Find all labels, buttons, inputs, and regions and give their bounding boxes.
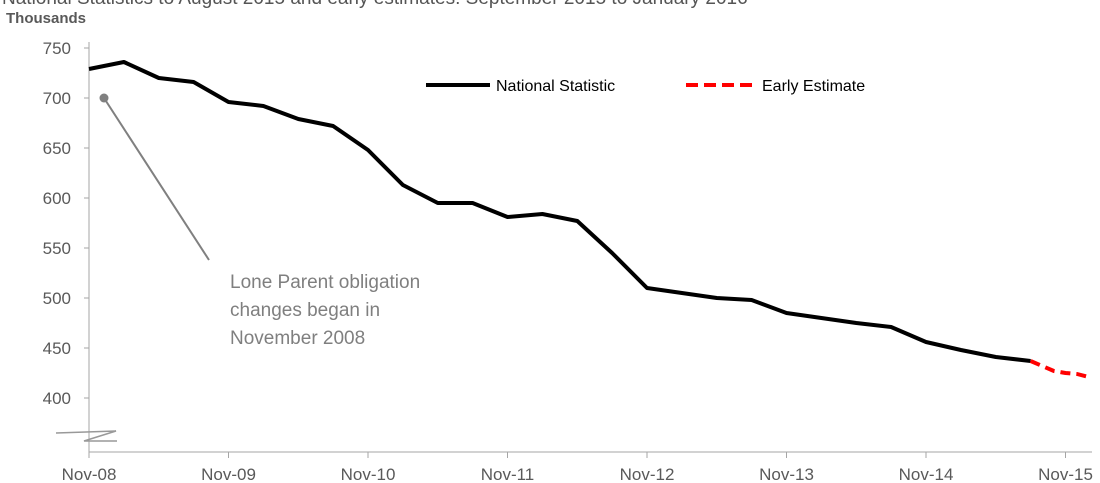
x-tick-label: Nov-13 bbox=[759, 465, 814, 483]
chart-title: National Statistics to August 2015 and e… bbox=[2, 0, 748, 9]
x-axis-ticks: Nov-08 Nov-09 Nov-10 Nov-11 Nov-12 Nov-13 Nov-… bbox=[62, 452, 1093, 483]
annotation: Lone Parent obligation changes began in No… bbox=[99, 93, 420, 349]
annotation-text-line: Lone Parent obligation bbox=[230, 272, 420, 293]
x-tick-label: Nov-15 bbox=[1038, 465, 1093, 483]
x-tick-label: Nov-12 bbox=[620, 465, 675, 483]
axes bbox=[88, 42, 1092, 453]
annotation-text-line: November 2008 bbox=[230, 328, 365, 349]
y-tick-label: 450 bbox=[43, 339, 71, 358]
series-line-national-statistic bbox=[88, 60, 1031, 363]
x-tick-label: Nov-11 bbox=[481, 465, 535, 483]
y-tick-label: 500 bbox=[43, 289, 71, 308]
y-tick-label: 700 bbox=[43, 89, 71, 108]
y-tick-label: 400 bbox=[43, 389, 71, 408]
x-tick-label: Nov-14 bbox=[899, 465, 954, 483]
y-tick-label: 650 bbox=[43, 139, 71, 158]
series-line-early-estimate bbox=[1029, 359, 1090, 379]
legend: National Statistic Early Estimate bbox=[426, 78, 865, 95]
y-tick-label: 600 bbox=[43, 189, 71, 208]
legend-label-early-estimate: Early Estimate bbox=[762, 78, 865, 95]
x-tick-label: Nov-09 bbox=[201, 465, 256, 483]
y-axis-ticks: 400 450 500 550 600 650 700 750 bbox=[43, 39, 89, 408]
y-axis-unit-label: Thousands bbox=[6, 10, 86, 27]
series-group bbox=[88, 60, 1090, 379]
x-tick-label: Nov-10 bbox=[341, 465, 396, 483]
y-tick-label: 750 bbox=[43, 39, 71, 58]
annotation-leader-line bbox=[103, 97, 210, 261]
x-tick-label: Nov-08 bbox=[62, 465, 117, 483]
axis-break-zigzag bbox=[55, 430, 117, 442]
annotation-marker bbox=[99, 93, 109, 103]
axis-break-mark bbox=[55, 430, 117, 442]
annotation-text-line: changes began in bbox=[230, 300, 380, 321]
y-tick-label: 550 bbox=[43, 239, 71, 258]
legend-label-national-statistic: National Statistic bbox=[496, 78, 615, 95]
